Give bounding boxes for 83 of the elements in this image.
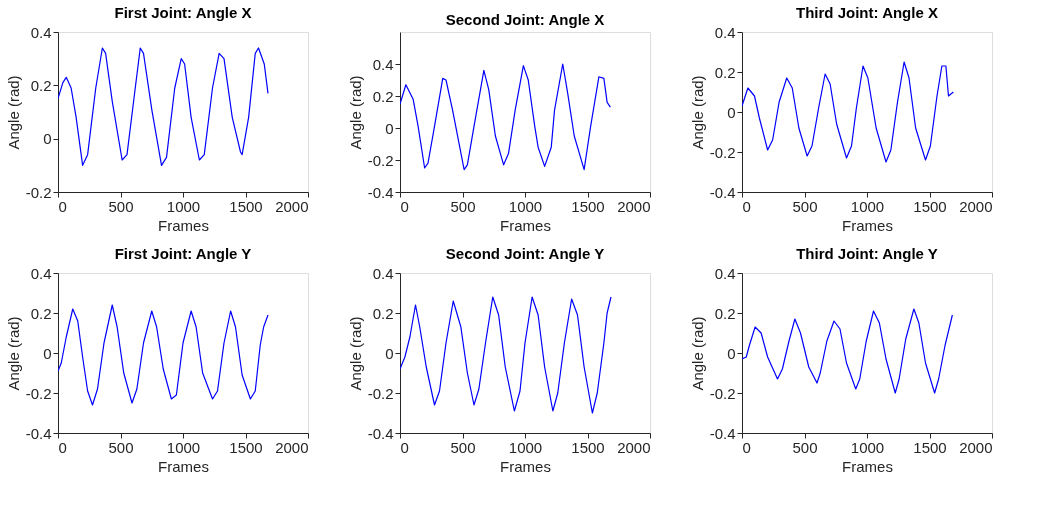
line-series — [742, 308, 953, 394]
x-axis-title: Frames — [842, 216, 893, 234]
x-tick-label: 2000 — [617, 197, 651, 215]
y-tick-label: -0.2 — [709, 143, 736, 161]
x-axis-title: Frames — [158, 216, 209, 234]
y-tick-label: 0.4 — [30, 23, 52, 41]
x-tick-label: 0 — [742, 438, 751, 456]
x-tick-label: 1500 — [913, 438, 947, 456]
y-tick-label: -0.4 — [367, 424, 394, 442]
x-axis-title: Frames — [158, 457, 209, 475]
x-axis-title: Frames — [500, 457, 551, 475]
x-tick-label: 0 — [742, 197, 751, 215]
y-axis-title: Angle (rad) — [688, 316, 706, 391]
x-tick-label: 2000 — [275, 197, 309, 215]
x-tick-label: 1000 — [850, 197, 885, 215]
y-tick-label: 0.2 — [30, 304, 52, 322]
x-tick-label: 1000 — [166, 438, 201, 456]
x-tick-label: 500 — [792, 197, 818, 215]
x-tick-label: 2000 — [959, 197, 993, 215]
x-axis-title: Frames — [842, 457, 893, 475]
y-tick-label: -0.2 — [367, 384, 394, 402]
x-tick-label: 1000 — [850, 438, 885, 456]
x-tick-label: 1500 — [229, 438, 263, 456]
x-tick-label: 1500 — [571, 197, 605, 215]
chart-title: Second Joint: Angle X — [445, 11, 605, 28]
y-axis-title: Angle (rad) — [4, 316, 22, 391]
chart-title: First Joint: Angle X — [114, 4, 252, 21]
x-tick-label: 1000 — [166, 197, 201, 215]
line-series — [58, 304, 269, 406]
y-tick-label: -0.4 — [709, 183, 736, 201]
x-tick-label: 0 — [58, 197, 67, 215]
y-tick-label: 0 — [727, 344, 736, 362]
y-tick-label: -0.4 — [25, 424, 52, 442]
x-tick-label: 1500 — [913, 197, 947, 215]
x-tick-label: 1500 — [229, 197, 263, 215]
y-tick-label: 0.4 — [372, 264, 394, 282]
y-tick-label: 0.2 — [372, 304, 394, 322]
y-tick-label: 0 — [385, 344, 394, 362]
x-tick-label: 500 — [450, 197, 476, 215]
y-tick-label: 0.4 — [714, 264, 736, 282]
y-tick-label: -0.4 — [367, 183, 394, 201]
y-tick-label: 0.2 — [714, 304, 736, 322]
x-tick-label: 0 — [400, 197, 409, 215]
x-tick-label: 500 — [108, 438, 134, 456]
x-tick-label: 1000 — [508, 197, 543, 215]
y-tick-label: -0.2 — [367, 151, 394, 169]
x-tick-label: 500 — [792, 438, 818, 456]
x-tick-label: 500 — [108, 197, 134, 215]
x-tick-label: 0 — [58, 438, 67, 456]
y-tick-label: 0.4 — [714, 23, 736, 41]
chart-title: First Joint: Angle Y — [114, 245, 252, 262]
y-tick-label: 0 — [43, 344, 52, 362]
x-tick-label: 1500 — [571, 438, 605, 456]
chart-title: Third Joint: Angle X — [796, 4, 938, 21]
y-axis-title: Angle (rad) — [346, 316, 364, 391]
y-tick-label: 0 — [43, 130, 52, 148]
x-tick-label: 2000 — [275, 438, 309, 456]
x-tick-label: 2000 — [959, 438, 993, 456]
x-tick-label: 1000 — [508, 438, 543, 456]
y-axis-title: Angle (rad) — [688, 75, 706, 150]
line-series — [400, 63, 611, 171]
y-tick-label: -0.4 — [709, 424, 736, 442]
y-tick-label: 0.2 — [714, 63, 736, 81]
y-tick-label: -0.2 — [25, 183, 52, 201]
x-tick-label: 500 — [450, 438, 476, 456]
y-tick-label: 0.2 — [30, 76, 52, 94]
y-tick-label: 0 — [385, 119, 394, 137]
chart-title: Third Joint: Angle Y — [796, 245, 938, 262]
y-axis-title: Angle (rad) — [346, 75, 364, 150]
y-tick-label: 0 — [727, 103, 736, 121]
y-tick-label: -0.2 — [25, 384, 52, 402]
y-tick-label: 0.4 — [372, 55, 394, 73]
x-axis-title: Frames — [500, 216, 551, 234]
x-tick-label: 0 — [400, 438, 409, 456]
line-series — [742, 61, 954, 163]
y-axis-title: Angle (rad) — [4, 75, 22, 150]
y-tick-label: -0.2 — [709, 384, 736, 402]
line-series — [58, 47, 269, 166]
x-tick-label: 2000 — [617, 438, 651, 456]
y-tick-label: 0.4 — [30, 264, 52, 282]
chart-title: Second Joint: Angle Y — [445, 245, 605, 262]
line-series — [400, 296, 612, 414]
y-tick-label: 0.2 — [372, 87, 394, 105]
